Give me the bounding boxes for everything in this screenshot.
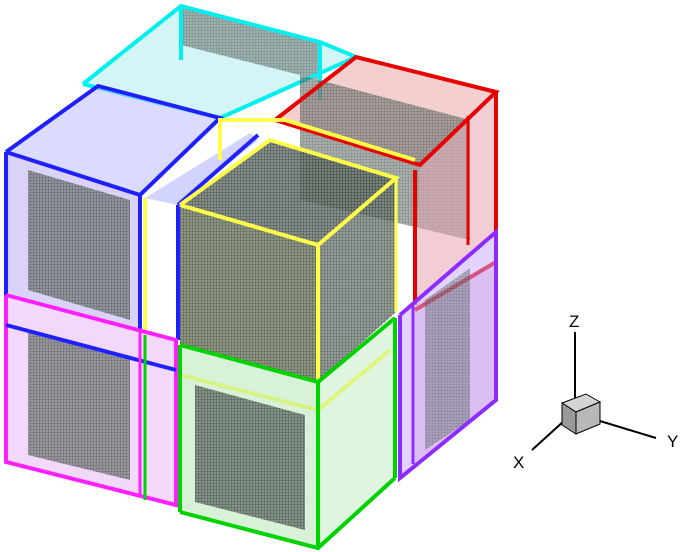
x-axis-label: X	[513, 453, 524, 472]
axis-triad: Z Y X	[513, 312, 678, 472]
green-lower-front-block	[143, 316, 397, 551]
yellow-center-block	[143, 118, 416, 413]
blue-upper-left-block	[4, 83, 224, 330]
y-axis-label: Y	[667, 432, 678, 451]
triad-cube	[560, 393, 602, 435]
magenta-lower-left-block	[3, 293, 178, 508]
violet-lower-right-block	[398, 227, 498, 483]
blue-upper-mid-block	[145, 133, 260, 340]
y-axis-line	[589, 417, 657, 439]
x-axis-line	[531, 419, 566, 451]
z-axis-label: Z	[569, 312, 579, 331]
